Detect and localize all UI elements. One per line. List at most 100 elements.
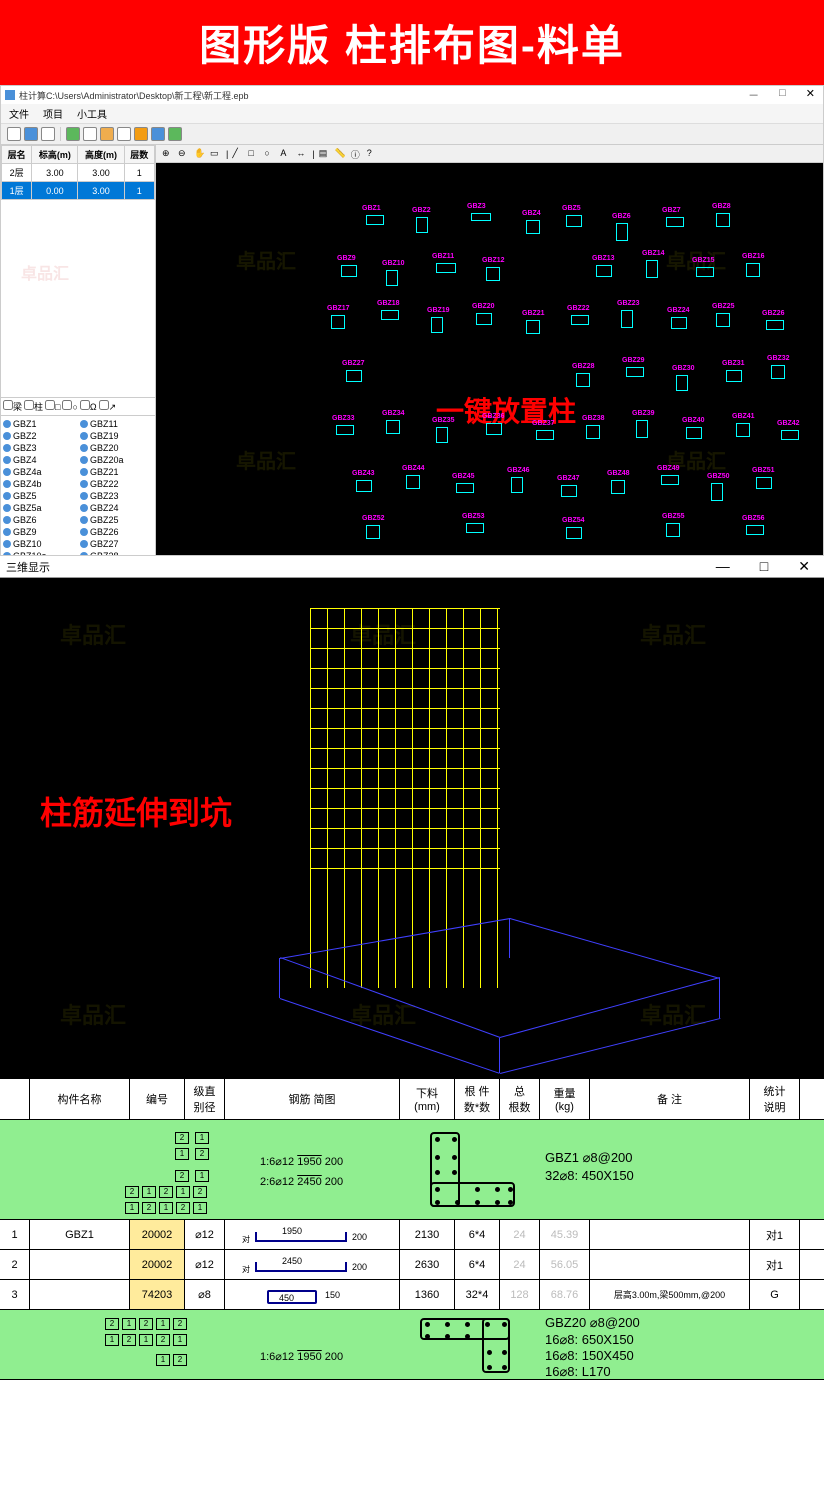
member-item[interactable]: GBZ4a (3, 466, 76, 478)
menu-tools[interactable]: 小工具 (77, 106, 107, 121)
column-shape[interactable] (676, 375, 688, 391)
member-item[interactable]: GBZ1 (3, 418, 76, 430)
member-item[interactable]: GBZ26 (80, 526, 153, 538)
column-shape[interactable] (726, 370, 742, 382)
tool-grid-icon[interactable] (151, 127, 165, 141)
bom-row[interactable]: 220002⌀12对245020026306*42456.05对1 (0, 1250, 824, 1280)
member-item[interactable]: GBZ9 (3, 526, 76, 538)
column-shape[interactable] (716, 213, 730, 227)
member-item[interactable]: GBZ4b (3, 478, 76, 490)
select-icon[interactable]: ▭ (210, 148, 222, 160)
column-shape[interactable] (646, 260, 658, 278)
member-item[interactable]: GBZ23 (80, 490, 153, 502)
tool-export-icon[interactable] (134, 127, 148, 141)
filter-option[interactable]: Ω (80, 400, 97, 413)
close-button[interactable]: ✕ (802, 87, 819, 103)
view3d-max-button[interactable]: □ (752, 558, 776, 575)
column-shape[interactable] (766, 320, 784, 330)
member-item[interactable]: GBZ5a (3, 502, 76, 514)
member-item[interactable]: GBZ10a (3, 550, 76, 555)
member-item[interactable]: GBZ11 (80, 418, 153, 430)
column-shape[interactable] (596, 265, 612, 277)
member-item[interactable]: GBZ6 (3, 514, 76, 526)
column-shape[interactable] (686, 427, 702, 439)
column-shape[interactable] (666, 217, 684, 227)
column-shape[interactable] (386, 270, 398, 286)
column-shape[interactable] (366, 525, 380, 539)
circle-icon[interactable]: ○ (264, 148, 276, 160)
member-item[interactable]: GBZ24 (80, 502, 153, 514)
member-item[interactable]: GBZ3 (3, 442, 76, 454)
member-item[interactable]: GBZ28 (80, 550, 153, 555)
minimize-button[interactable]: － (744, 87, 763, 103)
text-icon[interactable]: A (280, 148, 292, 160)
member-item[interactable]: GBZ20 (80, 442, 153, 454)
column-shape[interactable] (456, 483, 474, 493)
view3d-canvas[interactable]: 柱筋延伸到坑 卓品汇卓品汇卓品汇卓品汇卓品汇卓品汇 (0, 578, 824, 1078)
member-item[interactable]: GBZ19 (80, 430, 153, 442)
column-shape[interactable] (386, 420, 400, 434)
column-shape[interactable] (771, 365, 785, 379)
member-item[interactable]: GBZ4 (3, 454, 76, 466)
bom-row[interactable]: 374203⌀8450150136032*412868.76层高3.00m,梁5… (0, 1280, 824, 1310)
filter-checkbox[interactable] (45, 400, 55, 410)
menu-file[interactable]: 文件 (9, 106, 29, 121)
column-shape[interactable] (526, 220, 540, 234)
tool-undo-icon[interactable] (66, 127, 80, 141)
column-shape[interactable] (381, 310, 399, 320)
line-icon[interactable]: ╱ (232, 148, 244, 160)
column-shape[interactable] (616, 223, 628, 241)
column-shape[interactable] (406, 475, 420, 489)
rect-icon[interactable]: □ (248, 148, 260, 160)
column-shape[interactable] (486, 267, 500, 281)
filter-option[interactable]: 柱 (24, 400, 43, 413)
column-shape[interactable] (486, 423, 502, 435)
column-shape[interactable] (566, 215, 582, 227)
tool-new-icon[interactable] (7, 127, 21, 141)
column-shape[interactable] (536, 430, 554, 440)
column-shape[interactable] (416, 217, 428, 233)
floor-row[interactable]: 2层3.003.001 (2, 164, 155, 182)
column-shape[interactable] (746, 263, 760, 277)
tool-calc-icon[interactable] (100, 127, 114, 141)
column-shape[interactable] (346, 370, 362, 382)
member-item[interactable]: GBZ10 (3, 538, 76, 550)
column-shape[interactable] (476, 313, 492, 325)
tool-refresh-icon[interactable] (168, 127, 182, 141)
column-shape[interactable] (671, 317, 687, 329)
menu-project[interactable]: 项目 (43, 106, 63, 121)
column-shape[interactable] (736, 423, 750, 437)
filter-checkbox[interactable] (24, 400, 34, 410)
dim-icon[interactable]: ↔ (296, 148, 308, 160)
bom-row[interactable]: 1GBZ120002⌀12对195020021306*42445.39对1 (0, 1220, 824, 1250)
column-shape[interactable] (436, 263, 456, 273)
column-shape[interactable] (716, 313, 730, 327)
column-shape[interactable] (566, 527, 582, 539)
view3d-close-button[interactable]: ✕ (790, 558, 818, 575)
member-item[interactable]: GBZ27 (80, 538, 153, 550)
column-shape[interactable] (746, 525, 764, 535)
column-shape[interactable] (666, 523, 680, 537)
zoom-out-icon[interactable]: ⊖ (178, 148, 190, 160)
column-shape[interactable] (336, 425, 354, 435)
column-shape[interactable] (571, 315, 589, 325)
column-shape[interactable] (576, 373, 590, 387)
column-shape[interactable] (466, 523, 484, 533)
member-item[interactable]: GBZ2 (3, 430, 76, 442)
view3d-min-button[interactable]: — (708, 558, 738, 575)
column-shape[interactable] (431, 317, 443, 333)
column-shape[interactable] (366, 215, 384, 225)
column-shape[interactable] (781, 430, 799, 440)
help-icon[interactable]: ? (367, 148, 379, 160)
filter-option[interactable]: □ (45, 400, 60, 413)
filter-checkbox[interactable] (80, 400, 90, 410)
filter-checkbox[interactable] (62, 400, 72, 410)
column-shape[interactable] (711, 483, 723, 501)
member-item[interactable]: GBZ20a (80, 454, 153, 466)
pan-icon[interactable]: ✋ (194, 148, 206, 160)
column-shape[interactable] (561, 485, 577, 497)
member-item[interactable]: GBZ21 (80, 466, 153, 478)
column-shape[interactable] (636, 420, 648, 438)
info-icon[interactable]: ⓘ (351, 148, 363, 160)
filter-option[interactable]: 梁 (3, 400, 22, 413)
